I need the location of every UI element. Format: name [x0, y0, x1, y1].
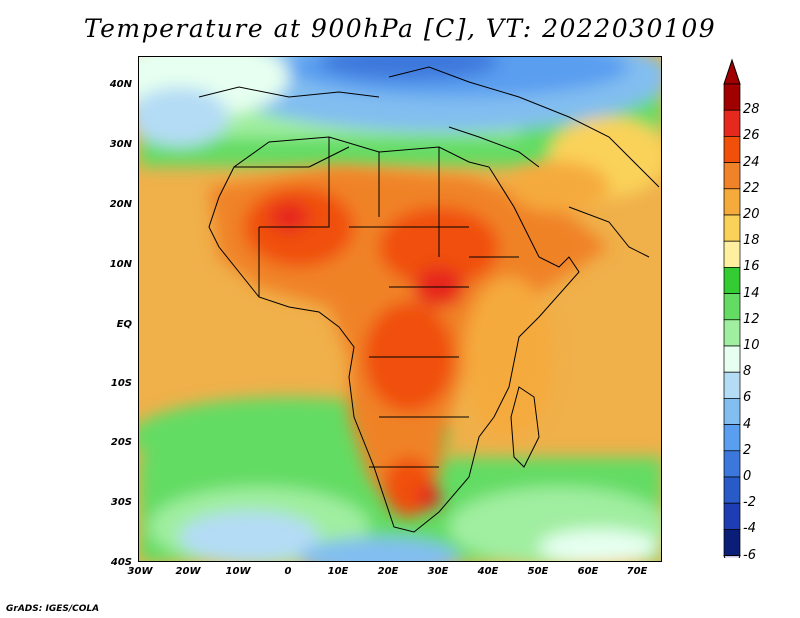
colorbar-label: -4	[743, 521, 756, 537]
lon-label-20e: 20E	[377, 566, 399, 577]
temperature-map[interactable]	[138, 56, 662, 562]
colorbar-segment	[723, 109, 741, 137]
colorbar-label: 10	[743, 338, 760, 353]
colorbar-segment	[723, 319, 741, 347]
lat-label-40n: 40N	[109, 79, 132, 90]
coastlines	[198, 66, 660, 533]
colorbar-segment	[723, 502, 741, 530]
colorbar-top-arrow	[723, 58, 741, 85]
lon-label-20w: 20W	[175, 566, 201, 577]
colorbar-label: 14	[743, 285, 760, 301]
africa-warm-field	[209, 162, 609, 517]
colorbar-segment	[723, 188, 741, 216]
colorbar-segment	[723, 398, 741, 425]
lat-label-30s: 30S	[110, 497, 132, 508]
colorbar-segment	[723, 371, 741, 399]
colorbar-segment	[723, 136, 741, 163]
colorbar-segment	[723, 424, 741, 452]
colorbar-label: 4	[743, 416, 752, 432]
colorbar-segment	[723, 83, 741, 111]
colorbar-segment	[723, 240, 741, 268]
colorbar-label: -2	[743, 495, 756, 511]
map-title: Temperature at 900hPa [C], VT: 202203010…	[83, 14, 717, 43]
colorbar-label: 18	[743, 233, 760, 249]
colorbar-label: 0	[743, 469, 752, 484]
lon-label-40e: 40E	[477, 566, 499, 577]
colorbar-segment	[723, 450, 741, 478]
lon-label-50e: 50E	[527, 566, 549, 577]
colorbar-label: 16	[743, 259, 760, 275]
colorbar-segment	[723, 293, 741, 321]
colorbar-label: 26	[743, 128, 760, 144]
colorbar-segment	[723, 214, 741, 242]
colorbar-label: 6	[743, 390, 752, 406]
lat-label-eq: EQ	[116, 319, 132, 330]
colorbar-label: 12	[743, 311, 760, 327]
lat-label-40s: 40S	[110, 557, 132, 568]
colorbar-bottom-arrow	[723, 555, 741, 558]
lon-label-30w: 30W	[127, 566, 153, 577]
lat-label-10s: 10S	[110, 378, 132, 389]
colorbar-label: -6	[743, 547, 756, 563]
grads-credit: GrADS: IGES/COLA	[6, 604, 100, 614]
lon-label-10e: 10E	[327, 566, 349, 577]
colorbar-label: 8	[743, 364, 752, 380]
lat-label-20s: 20S	[110, 437, 132, 448]
lon-label-60e: 60E	[577, 566, 599, 577]
lon-label-10w: 10W	[225, 566, 251, 577]
colorbar-segment	[723, 162, 741, 190]
colorbar-label: 24	[743, 154, 760, 170]
map-canvas	[139, 57, 661, 561]
lat-label-30n: 30N	[109, 139, 132, 150]
lon-label-0: 0	[284, 566, 292, 577]
lon-label-70e: 70E	[626, 566, 648, 577]
colorbar-segment	[723, 529, 741, 556]
colorbar-label: 22	[743, 180, 760, 196]
colorbar-segment	[723, 345, 741, 373]
lon-label-30e: 30E	[427, 566, 449, 577]
north-cold-band	[139, 57, 661, 197]
colorbar-label: 20	[743, 207, 760, 222]
colorbar-label: 2	[743, 442, 752, 458]
lat-label-20n: 20N	[109, 199, 132, 210]
lat-label-10n: 10N	[109, 259, 132, 270]
colorbar-segment	[723, 267, 741, 294]
colorbar	[723, 58, 741, 558]
colorbar-segment	[723, 476, 741, 504]
colorbar-label: 28	[743, 102, 760, 118]
